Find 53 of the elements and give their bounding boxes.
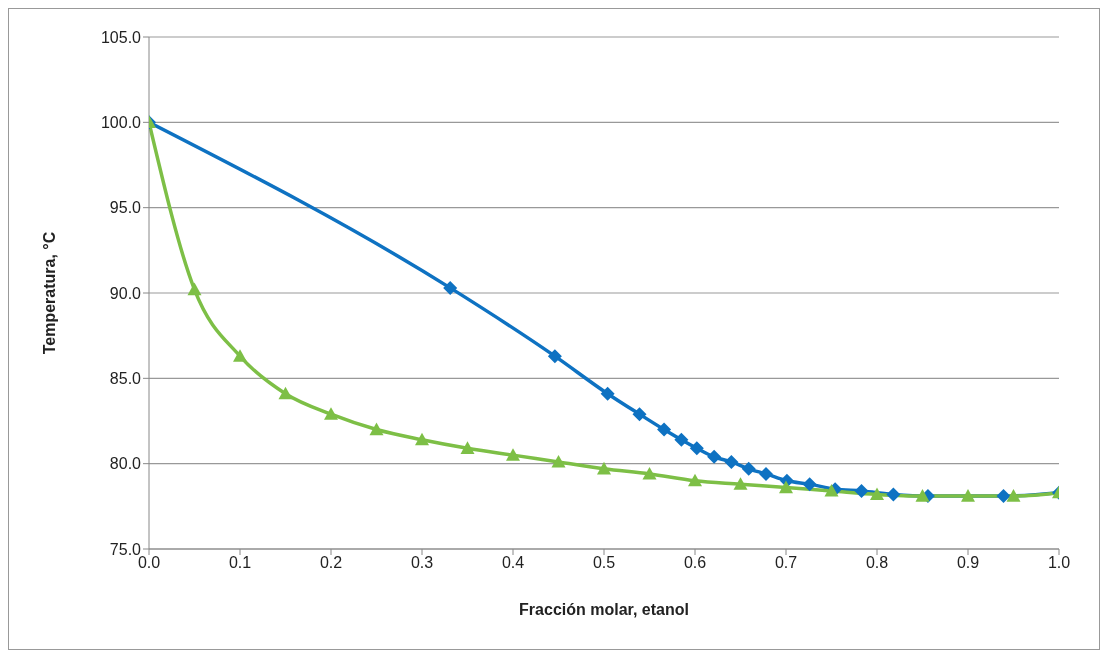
point xyxy=(547,349,562,364)
point xyxy=(724,454,739,469)
x-tick-label: 0.5 xyxy=(592,554,616,572)
point xyxy=(187,282,202,296)
y-tick-label: 95.0 xyxy=(109,199,142,217)
point xyxy=(443,280,458,295)
point xyxy=(369,422,384,436)
point xyxy=(733,477,748,490)
x-tick-label: 0.3 xyxy=(410,554,434,572)
x-tick-label: 1.0 xyxy=(1047,554,1071,572)
y-tick-label: 80.0 xyxy=(109,455,142,473)
y-tick-label: 105.0 xyxy=(100,28,142,46)
point xyxy=(600,386,615,401)
point xyxy=(674,432,689,447)
point xyxy=(657,422,672,437)
y-tick-label: 100.0 xyxy=(100,114,142,132)
point xyxy=(915,489,930,502)
point xyxy=(707,449,722,464)
point xyxy=(642,466,657,480)
x-tick-label: 0.0 xyxy=(137,554,161,572)
point xyxy=(632,407,647,422)
point xyxy=(324,407,338,420)
point xyxy=(741,461,756,476)
point xyxy=(415,432,429,446)
point xyxy=(278,386,293,400)
y-axis-title: Temperatura, °C xyxy=(40,231,58,355)
point xyxy=(460,441,475,454)
point xyxy=(506,448,520,461)
point xyxy=(689,441,704,456)
point xyxy=(870,487,884,500)
point xyxy=(597,461,611,475)
point xyxy=(779,480,793,494)
point xyxy=(1006,489,1021,502)
point xyxy=(802,477,817,492)
point xyxy=(824,483,839,497)
point xyxy=(688,473,702,487)
point xyxy=(854,483,869,498)
point xyxy=(233,349,247,362)
x-tick-label: 0.4 xyxy=(501,554,525,572)
y-tick-label: 85.0 xyxy=(109,370,142,388)
x-tick-label: 0.8 xyxy=(865,554,889,572)
x-tick-label: 0.2 xyxy=(319,554,343,572)
y-tick-label: 90.0 xyxy=(109,284,142,302)
point xyxy=(886,487,901,502)
x-axis-title: Fracción molar, etanol xyxy=(519,601,689,618)
x-tick-label: 0.1 xyxy=(228,554,252,572)
x-tick-label: 0.9 xyxy=(956,554,980,572)
point xyxy=(758,466,773,481)
point xyxy=(551,454,566,468)
x-tick-label: 0.6 xyxy=(683,554,707,572)
x-tick-label: 0.7 xyxy=(774,554,798,572)
point xyxy=(996,489,1011,504)
point xyxy=(961,489,975,502)
